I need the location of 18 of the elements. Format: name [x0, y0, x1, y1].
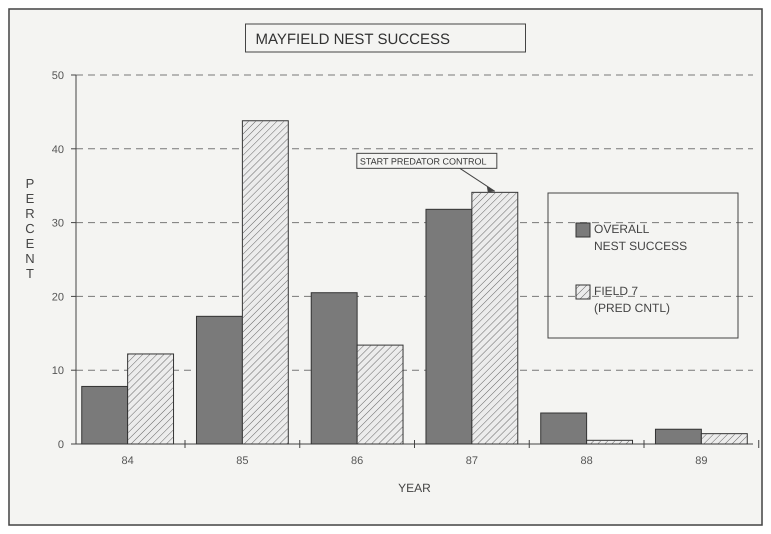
y-tick-label: 30 [52, 218, 64, 230]
x-axis-title: YEAR [398, 481, 432, 495]
x-tick-label: 87 [466, 455, 478, 467]
y-tick-label: 0 [58, 439, 64, 451]
y-axis-title: PERCENT [25, 176, 35, 281]
x-tick-label: 85 [236, 455, 249, 467]
x-tick-label: 89 [695, 455, 708, 467]
annotation: START PREDATOR CONTROL [360, 156, 487, 166]
y-tick-label: 40 [52, 144, 64, 156]
y-tick-label: 50 [52, 70, 64, 82]
x-tick-label: 88 [580, 455, 593, 467]
legend-label: OVERALL NEST SUCCESS [594, 222, 688, 253]
x-tick-label: 86 [351, 455, 364, 467]
y-tick-label: 20 [52, 291, 64, 304]
legend-label: FIELD 7 (PRED CNTL) [594, 284, 670, 315]
y-tick-label: 10 [52, 365, 64, 378]
x-tick-label: 84 [122, 455, 134, 467]
chart-title: MAYFIELD NEST SUCCESS [256, 31, 450, 48]
